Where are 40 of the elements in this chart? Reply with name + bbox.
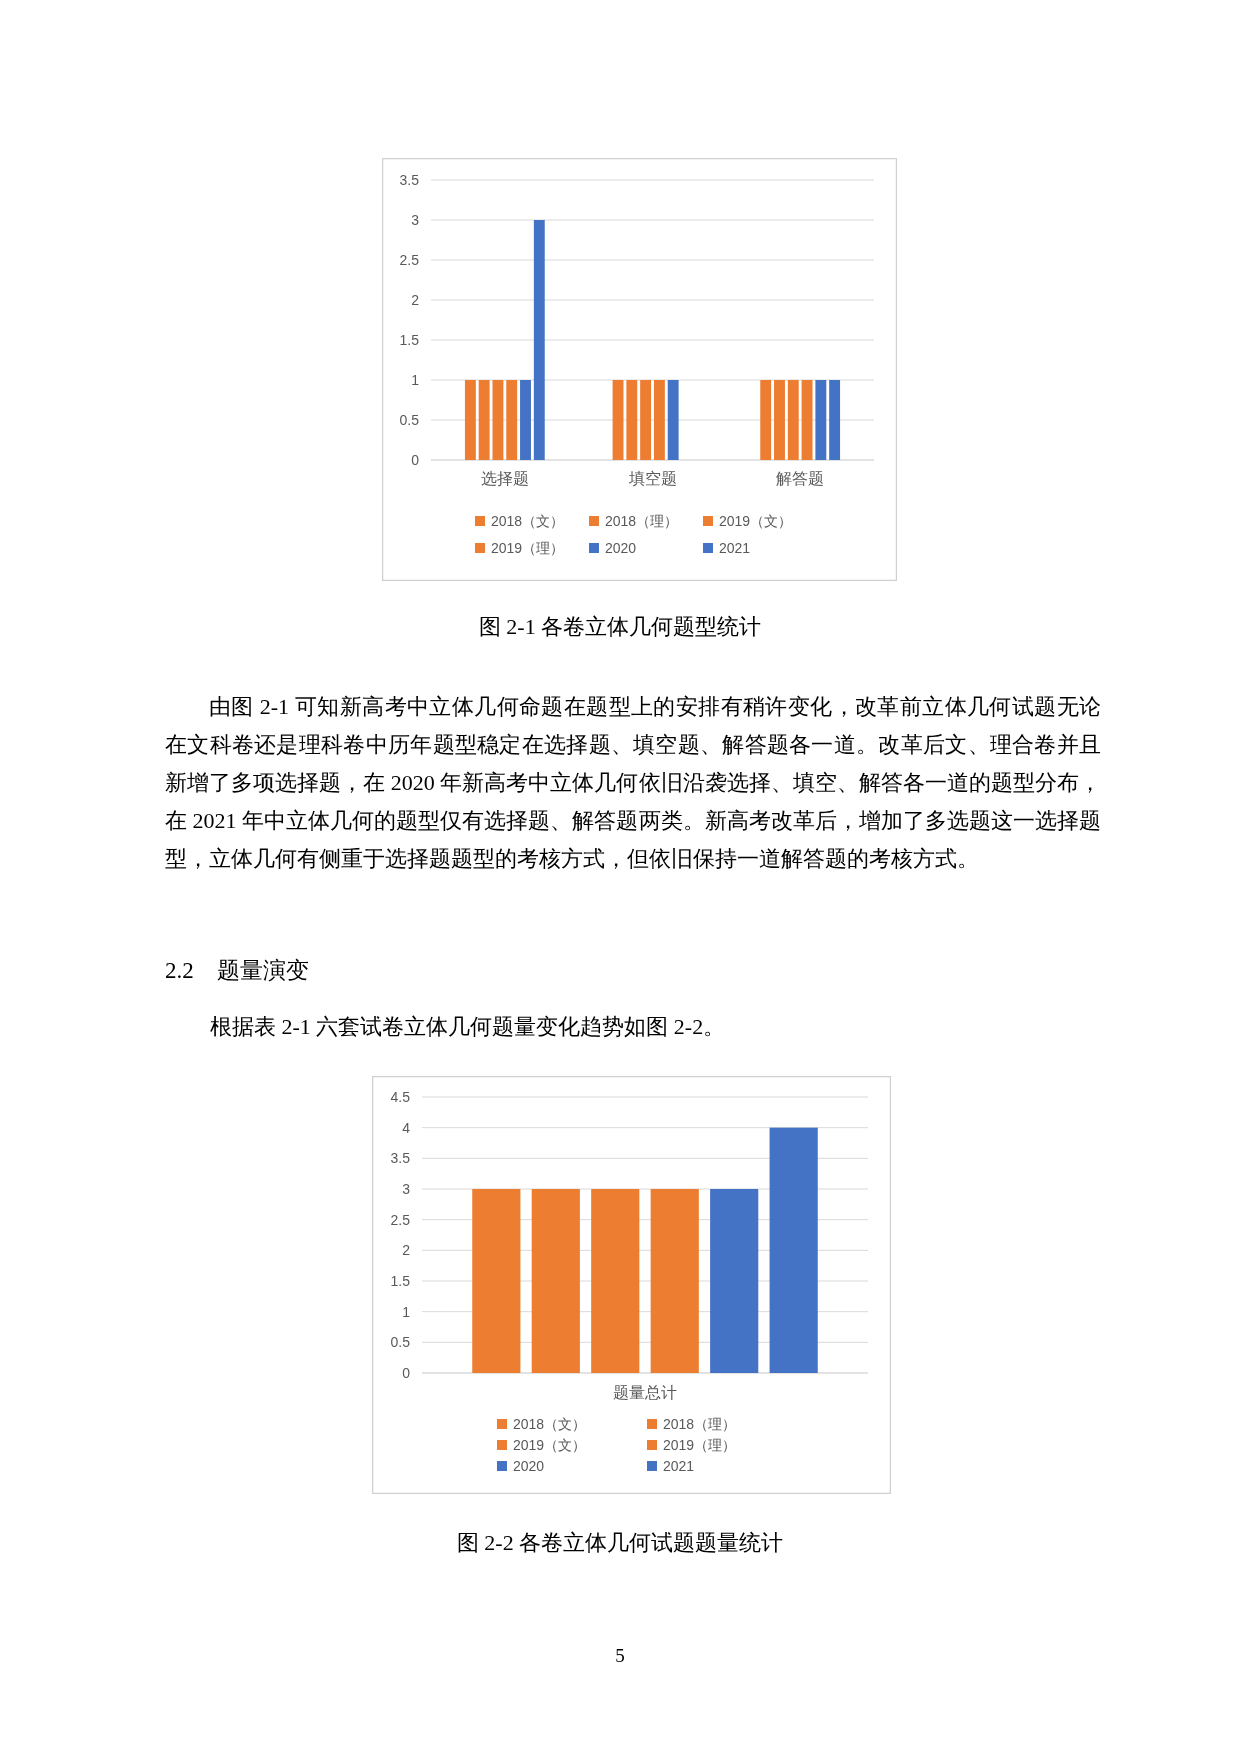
y-tick-label: 2.5 (390, 1211, 411, 1228)
text: 由图 2-1 可知新高考中立体几何命题在题型上的安排有稍许变化，改革前立体几何试题无论在文科卷还是理科卷中历年题型稳定在选择题、填空题、解答题各一道。改革后文、理合卷并且新增了多项选择题，在 2020 年新高考中立体几何依旧沿袭选择、填空、解答各一道的题型分布，在 2021 年中立体几何的题型仅有选择题、解答题两类。新高考改革后，增加了多选题这一选择题型，立体几何有侧重于选择题题型的考核方式，但依旧保持一道解答题的考核方式。 (165, 693, 1101, 873)
y-tick-label: 3 (411, 212, 420, 228)
y-tick-label: 2 (402, 1242, 411, 1259)
y-tick-label: 0 (411, 452, 420, 468)
y-tick-label: 3.5 (390, 1150, 411, 1167)
caption: 图 2-2 各卷立体几何试题题量统计 (455, 1529, 785, 1557)
y-tick-label: 1 (411, 372, 420, 388)
text: 根据表 2-1 六套试卷立体几何题量变化趋势如图 2-2。 (210, 1013, 726, 1041)
y-tick-label: 0.5 (399, 412, 420, 428)
legend-label: 2021 (663, 1458, 695, 1474)
y-tick-label: 3 (402, 1181, 411, 1197)
legend-label: 2018（文） (513, 1416, 587, 1432)
y-tick-label: 0.5 (390, 1334, 411, 1351)
y-tick-label: 1 (402, 1303, 411, 1320)
legend-label: 2020 (605, 540, 637, 556)
text: 2.2 题量演变 (165, 957, 309, 985)
y-tick-label: 3.5 (399, 172, 420, 188)
y-tick-label: 1.5 (399, 332, 420, 348)
caption: 图 2-1 各卷立体几何题型统计 (477, 613, 763, 641)
legend-label: 2018（理） (605, 513, 679, 529)
y-tick-label: 4 (402, 1119, 411, 1136)
x-tick-label: 解答题 (776, 470, 825, 487)
y-tick-label: 2.5 (399, 252, 420, 268)
x-tick-label: 填空题 (627, 470, 677, 487)
x-tick-label: 题量总计 (613, 1384, 677, 1401)
legend-label: 2019（文） (513, 1437, 587, 1453)
y-tick-label: 2 (411, 292, 420, 308)
x-tick-label: 选择题 (480, 470, 529, 487)
legend-label: 2021 (719, 540, 751, 556)
legend-label: 2019（理） (491, 540, 565, 556)
legend-label: 2018（理） (663, 1416, 737, 1432)
legend-label: 2019（文） (719, 513, 793, 529)
legend-label: 2019（理） (663, 1437, 737, 1453)
legend-label: 2020 (513, 1458, 545, 1474)
legend-label: 2018（文） (491, 513, 565, 529)
text: 5 (614, 1645, 626, 1667)
y-tick-label: 0 (402, 1365, 411, 1381)
y-tick-label: 4.5 (390, 1089, 411, 1105)
y-tick-label: 1.5 (390, 1273, 411, 1289)
